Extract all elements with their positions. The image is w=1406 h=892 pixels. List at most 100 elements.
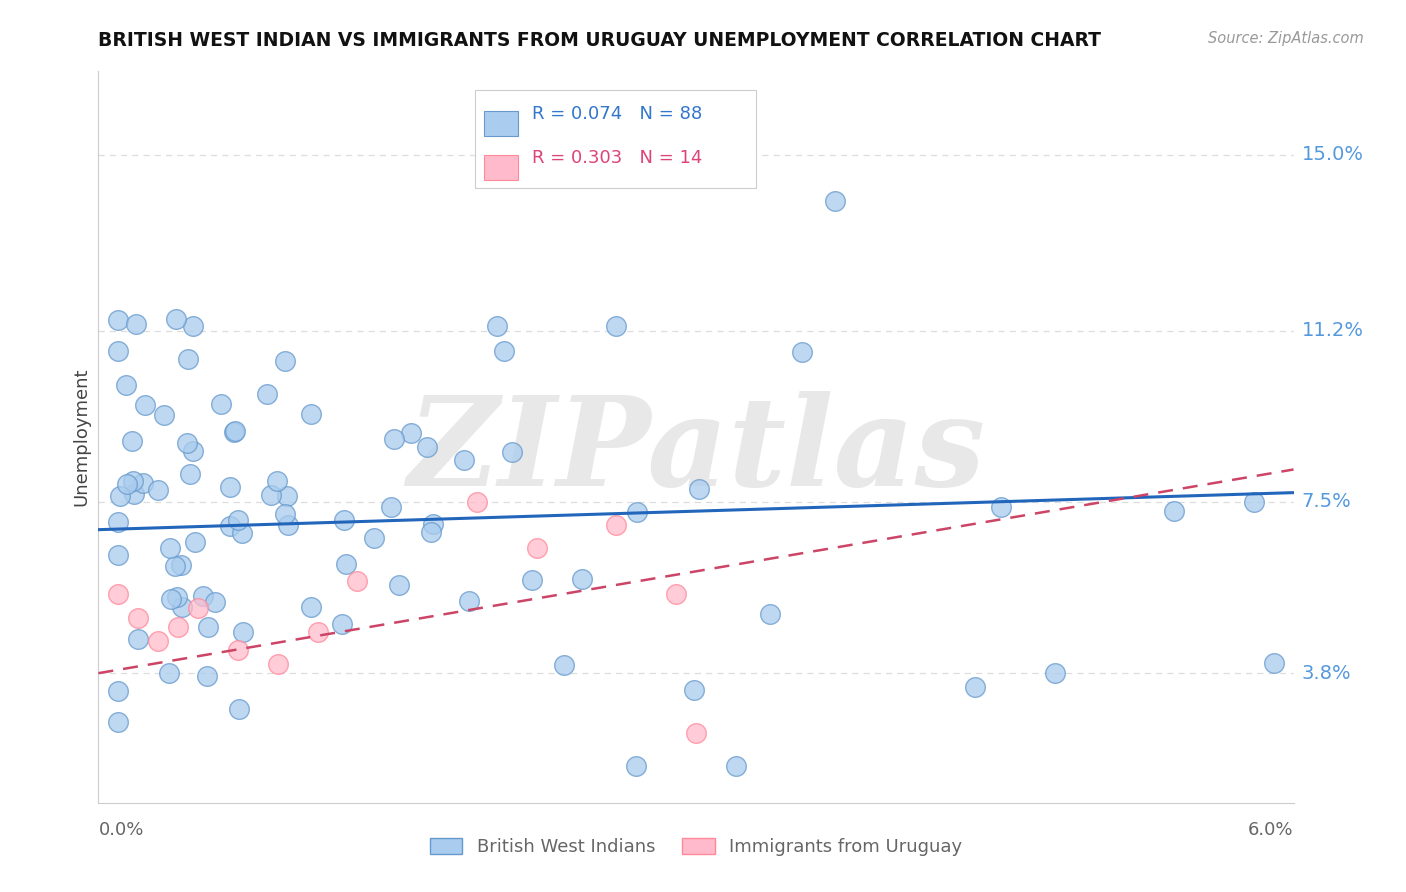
Point bbox=[107, 587, 129, 601]
Point bbox=[520, 573, 543, 587]
Point bbox=[274, 507, 297, 521]
Point bbox=[187, 601, 209, 615]
Point bbox=[179, 467, 201, 481]
Point bbox=[170, 558, 193, 573]
Point bbox=[121, 434, 143, 449]
Point bbox=[153, 408, 176, 422]
Point bbox=[228, 702, 250, 716]
Point bbox=[1243, 495, 1265, 509]
Point bbox=[232, 624, 254, 639]
Text: 6.0%: 6.0% bbox=[1249, 821, 1294, 839]
Point bbox=[163, 558, 186, 573]
Point bbox=[553, 658, 575, 673]
Point bbox=[1043, 666, 1066, 681]
FancyBboxPatch shape bbox=[485, 112, 517, 136]
Point bbox=[276, 489, 298, 503]
Point bbox=[184, 535, 207, 549]
Point bbox=[134, 398, 156, 412]
Point bbox=[228, 513, 250, 527]
Point bbox=[181, 443, 204, 458]
Point bbox=[177, 351, 200, 366]
Point bbox=[256, 386, 278, 401]
Point bbox=[624, 758, 647, 772]
Point bbox=[165, 311, 187, 326]
Point bbox=[665, 587, 688, 601]
Point bbox=[176, 435, 198, 450]
Text: 11.2%: 11.2% bbox=[1302, 321, 1364, 340]
Point bbox=[107, 313, 129, 327]
Point bbox=[125, 318, 148, 332]
Point bbox=[526, 541, 548, 556]
Point bbox=[218, 480, 240, 494]
FancyBboxPatch shape bbox=[485, 155, 517, 179]
Text: Source: ZipAtlas.com: Source: ZipAtlas.com bbox=[1208, 31, 1364, 46]
Point bbox=[571, 572, 593, 586]
Point bbox=[107, 515, 129, 529]
Point bbox=[346, 574, 368, 588]
Point bbox=[224, 424, 246, 438]
Point bbox=[790, 345, 813, 359]
Point bbox=[299, 407, 322, 421]
Point bbox=[605, 518, 627, 533]
Point bbox=[458, 594, 481, 608]
Point bbox=[231, 526, 253, 541]
Point bbox=[1163, 504, 1185, 518]
Point bbox=[453, 453, 475, 467]
Point bbox=[131, 476, 153, 491]
Point bbox=[195, 669, 218, 683]
Text: 7.5%: 7.5% bbox=[1302, 492, 1351, 511]
Point bbox=[605, 318, 627, 333]
Point bbox=[157, 665, 180, 680]
Point bbox=[127, 632, 149, 646]
Text: 0.0%: 0.0% bbox=[98, 821, 143, 839]
Point bbox=[209, 397, 232, 411]
Point bbox=[107, 714, 129, 729]
Point bbox=[626, 505, 648, 519]
Point bbox=[107, 683, 129, 698]
Text: R = 0.303   N = 14: R = 0.303 N = 14 bbox=[533, 149, 703, 167]
Point bbox=[759, 607, 782, 621]
Point bbox=[167, 620, 190, 634]
Text: ZIPatlas: ZIPatlas bbox=[406, 391, 986, 513]
Point bbox=[333, 514, 356, 528]
Point bbox=[204, 595, 226, 609]
Point bbox=[191, 590, 214, 604]
Y-axis label: Unemployment: Unemployment bbox=[72, 368, 90, 507]
Point bbox=[724, 758, 747, 772]
Point bbox=[363, 531, 385, 545]
Point bbox=[218, 518, 240, 533]
Point bbox=[299, 599, 322, 614]
Point bbox=[267, 657, 290, 671]
Point bbox=[124, 487, 146, 501]
Point bbox=[501, 445, 523, 459]
Point bbox=[148, 633, 170, 648]
Point bbox=[260, 488, 283, 502]
Point bbox=[222, 425, 245, 440]
Point bbox=[172, 599, 194, 614]
Legend: British West Indians, Immigrants from Uruguay: British West Indians, Immigrants from Ur… bbox=[422, 830, 970, 863]
Point bbox=[107, 343, 129, 358]
Point bbox=[492, 344, 515, 359]
Point bbox=[330, 616, 353, 631]
Point bbox=[382, 432, 405, 446]
Point bbox=[685, 726, 707, 740]
Point bbox=[307, 624, 329, 639]
Point bbox=[273, 354, 295, 368]
Point bbox=[990, 500, 1012, 515]
Point bbox=[226, 643, 249, 657]
Point bbox=[399, 425, 422, 440]
Point bbox=[824, 194, 846, 208]
Text: 15.0%: 15.0% bbox=[1302, 145, 1364, 164]
Point bbox=[416, 440, 439, 454]
Point bbox=[688, 482, 710, 496]
Point bbox=[197, 620, 219, 634]
Text: BRITISH WEST INDIAN VS IMMIGRANTS FROM URUGUAY UNEMPLOYMENT CORRELATION CHART: BRITISH WEST INDIAN VS IMMIGRANTS FROM U… bbox=[98, 31, 1101, 50]
Point bbox=[107, 548, 129, 562]
Point bbox=[277, 517, 299, 532]
Point bbox=[115, 477, 138, 491]
Point bbox=[380, 500, 402, 515]
Point bbox=[122, 474, 145, 488]
Point bbox=[388, 578, 411, 592]
Point bbox=[335, 557, 357, 571]
Point bbox=[114, 378, 136, 392]
